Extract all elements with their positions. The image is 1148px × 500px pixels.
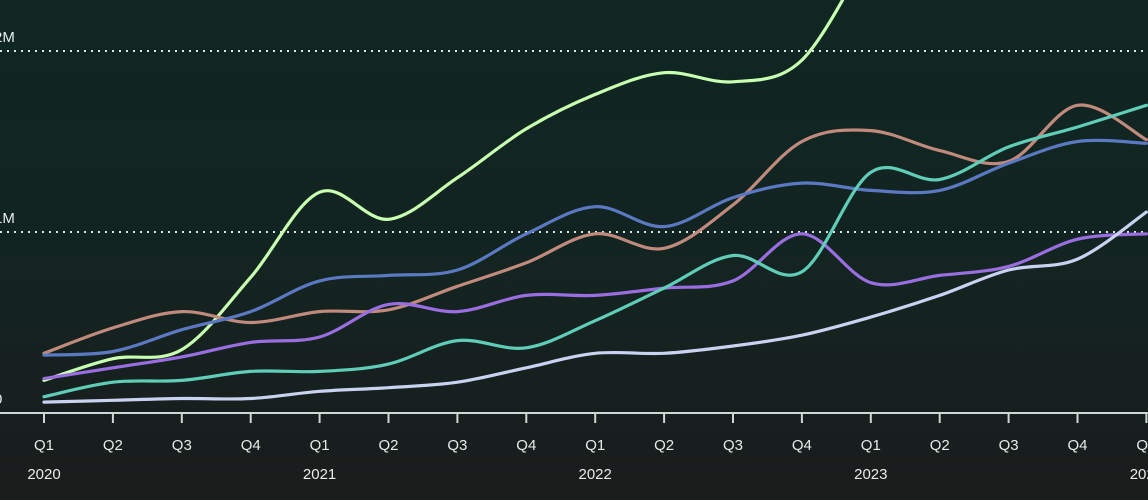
quarter-label: Q4 xyxy=(516,437,536,454)
y-tick-label: 0 xyxy=(0,391,2,408)
quarter-label: Q3 xyxy=(172,437,192,454)
quarter-label: Q2 xyxy=(930,437,950,454)
quarter-label: Q3 xyxy=(999,437,1019,454)
quarter-label: Q2 xyxy=(103,437,123,454)
grid-lines xyxy=(0,50,1148,233)
year-label: 2023 xyxy=(854,466,887,483)
quarter-label: Q2 xyxy=(654,437,674,454)
series-line-1 xyxy=(42,0,845,382)
series-line-5 xyxy=(42,103,1148,399)
series-line-4 xyxy=(42,232,1148,381)
y-axis-labels: 0 1M 2M xyxy=(0,29,15,408)
quarter-label: Q1 xyxy=(34,437,54,454)
quarter-label: Q3 xyxy=(723,437,743,454)
y-tick-label: 2M xyxy=(0,29,15,46)
year-label: 2022 xyxy=(579,466,612,483)
quarter-label: Q1 xyxy=(861,437,881,454)
y-tick-label: 1M xyxy=(0,210,15,227)
quarter-label: Q4 xyxy=(241,437,261,454)
year-label: 2024 xyxy=(1130,466,1148,483)
series-line-6 xyxy=(42,210,1148,404)
quarter-label: Q2 xyxy=(378,437,398,454)
quarter-label: Q4 xyxy=(792,437,812,454)
year-label: 2020 xyxy=(27,466,60,483)
series-lines xyxy=(42,0,1148,404)
quarter-label: Q4 xyxy=(1067,437,1087,454)
year-label: 2021 xyxy=(303,466,336,483)
quarter-label: Q1 xyxy=(310,437,330,454)
x-axis-ticks: Q1 Q2 Q3 Q4 Q1 Q2 Q3 Q4 Q1 Q2 Q3 Q4 Q1 Q2 Q3 Q4 Q1 2020 20… xyxy=(27,413,1148,483)
quarter-label: Q3 xyxy=(447,437,467,454)
series-line-2 xyxy=(42,103,1148,355)
series-line-3 xyxy=(42,138,1148,357)
quarter-label: Q1 xyxy=(1136,437,1148,454)
quarter-label: Q1 xyxy=(585,437,605,454)
